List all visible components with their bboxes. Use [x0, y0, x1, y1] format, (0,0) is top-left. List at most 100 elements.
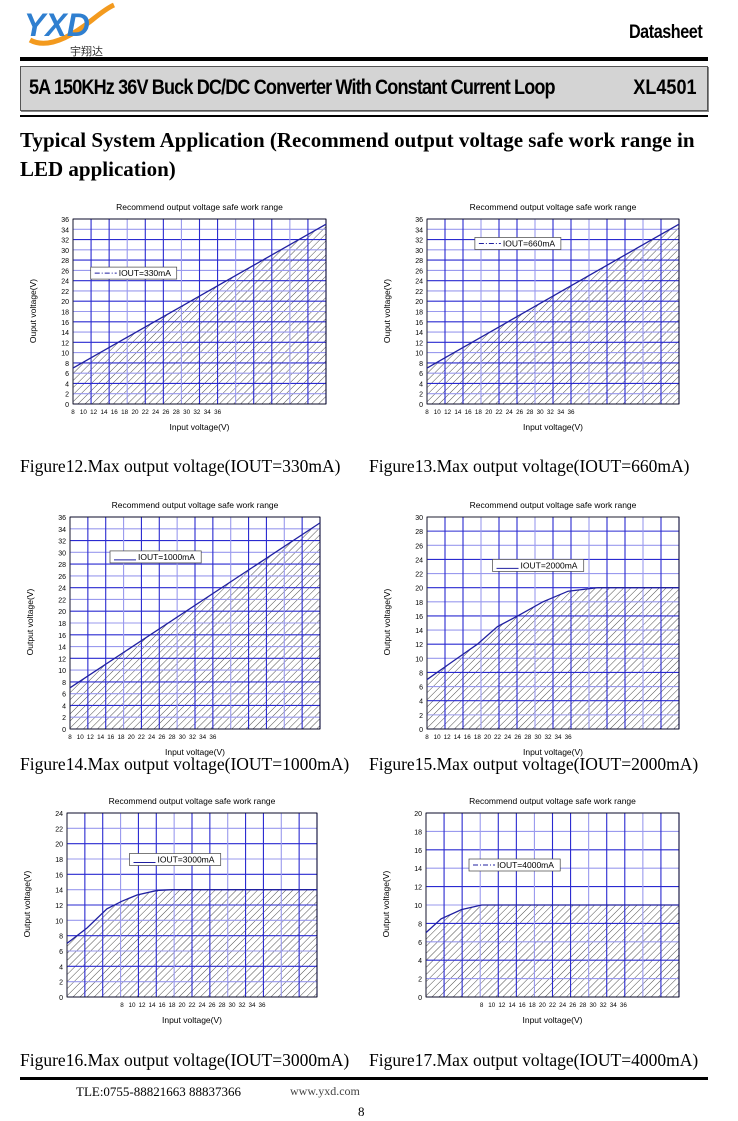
legend-label: IOUT=2000mA [521, 560, 578, 570]
x-tick-label: 14 [509, 1002, 517, 1009]
x-tick-label: 22 [188, 1002, 196, 1009]
y-tick-label: 32 [61, 238, 69, 245]
y-tick-label: 20 [55, 842, 63, 849]
y-tick-label: 6 [418, 940, 422, 947]
y-tick-label: 8 [59, 934, 63, 941]
x-tick-label: 14 [454, 734, 462, 741]
y-tick-label: 6 [419, 685, 423, 692]
banner-rule [20, 115, 708, 117]
page-number: 8 [358, 1104, 365, 1119]
x-tick-label: 26 [516, 409, 524, 416]
x-tick-label: 32 [547, 409, 555, 416]
x-tick-label: 10 [434, 409, 442, 416]
legend-label: IOUT=4000mA [497, 860, 554, 870]
figure-caption: Figure16.Max output voltage(IOUT=3000mA) [20, 1050, 350, 1070]
plot-frame [72, 218, 327, 405]
x-tick-label: 32 [189, 734, 197, 741]
x-axis-label: Input voltage(V) [164, 747, 225, 757]
y-tick-label: 16 [414, 848, 422, 855]
x-tick-label: 8 [120, 1002, 124, 1009]
y-tick-label: 8 [65, 361, 69, 368]
y-tick-label: 4 [419, 381, 423, 388]
footer-phone: TLE:0755-88821663 88837366 [76, 1084, 242, 1099]
x-tick-label: 20 [131, 409, 139, 416]
x-tick-label: 20 [484, 734, 492, 741]
x-tick-label: 12 [138, 1002, 146, 1009]
y-tick-label: 36 [61, 217, 69, 224]
x-axis-label: Input voltage(V) [161, 1015, 222, 1025]
x-tick-label: 28 [526, 409, 534, 416]
legend: IOUT=330mA [90, 266, 178, 280]
x-tick-label: 12 [444, 409, 452, 416]
x-tick-label: 14 [148, 1002, 156, 1009]
legend: IOUT=1000mA [109, 550, 202, 564]
x-tick-label: 24 [506, 409, 514, 416]
y-tick-label: 10 [55, 918, 63, 925]
max-voltage-curve [66, 889, 317, 944]
y-tick-label: 28 [61, 258, 69, 265]
x-tick-label: 36 [214, 409, 222, 416]
legend-box [90, 266, 178, 280]
plot-frame [69, 516, 321, 730]
y-tick-label: 18 [414, 829, 422, 836]
x-tick-label: 20 [539, 1002, 547, 1009]
x-tick-label: 18 [121, 409, 129, 416]
y-tick-label: 4 [419, 699, 423, 706]
x-tick-label: 18 [168, 1002, 176, 1009]
y-tick-label: 26 [415, 543, 423, 550]
y-tick-label: 14 [58, 645, 66, 652]
chart: Recommend output voltage safe work range… [382, 199, 694, 444]
y-tick-label: 18 [58, 621, 66, 628]
x-tick-label: 16 [107, 734, 115, 741]
y-tick-label: 24 [61, 279, 69, 286]
x-tick-label: 30 [537, 409, 545, 416]
y-tick-label: 34 [415, 227, 423, 234]
y-tick-label: 24 [415, 279, 423, 286]
legend: IOUT=2000mA [492, 559, 585, 572]
y-tick-label: 16 [58, 633, 66, 640]
y-tick-label: 6 [62, 692, 66, 699]
x-tick-label: 10 [434, 734, 442, 741]
y-tick-label: 8 [62, 680, 66, 687]
header-rule [20, 57, 708, 61]
y-tick-label: 12 [414, 885, 422, 892]
footer-rule [20, 1077, 708, 1080]
x-tick-label: 24 [148, 734, 156, 741]
chart: Recommend output voltage safe work range… [381, 793, 694, 1037]
y-tick-label: 20 [415, 586, 423, 593]
plot-frame [66, 812, 318, 998]
x-tick-label: 10 [80, 409, 88, 416]
x-tick-label: 16 [519, 1002, 527, 1009]
x-tick-label: 32 [544, 734, 552, 741]
footer-website[interactable]: www.yxd.com [290, 1084, 360, 1098]
y-tick-label: 28 [415, 529, 423, 536]
x-axis-label: Input voltage(V) [169, 422, 230, 432]
x-tick-label: 30 [534, 734, 542, 741]
y-tick-label: 22 [415, 289, 423, 296]
legend-box [468, 858, 561, 872]
y-tick-label: 2 [62, 715, 66, 722]
x-tick-label: 8 [68, 734, 72, 741]
y-tick-label: 4 [59, 964, 63, 971]
y-tick-label: 12 [415, 340, 423, 347]
y-tick-label: 30 [61, 248, 69, 255]
y-tick-label: 18 [55, 857, 63, 864]
x-tick-label: 20 [485, 409, 493, 416]
x-tick-label: 26 [162, 409, 170, 416]
figure-caption: Figure13.Max output voltage(IOUT=660mA) [369, 456, 690, 476]
x-axis-label: Input voltage(V) [522, 747, 583, 757]
max-voltage-curve [425, 904, 679, 934]
x-tick-label: 22 [495, 409, 503, 416]
y-tick-label: 16 [415, 320, 423, 327]
y-tick-label: 36 [58, 515, 66, 522]
max-voltage-curve [426, 587, 679, 681]
y-tick-label: 14 [61, 330, 69, 337]
x-tick-label: 24 [152, 409, 160, 416]
y-tick-label: 10 [58, 668, 66, 675]
y-tick-label: 14 [415, 330, 423, 337]
x-tick-label: 8 [425, 734, 429, 741]
x-tick-label: 28 [524, 734, 532, 741]
